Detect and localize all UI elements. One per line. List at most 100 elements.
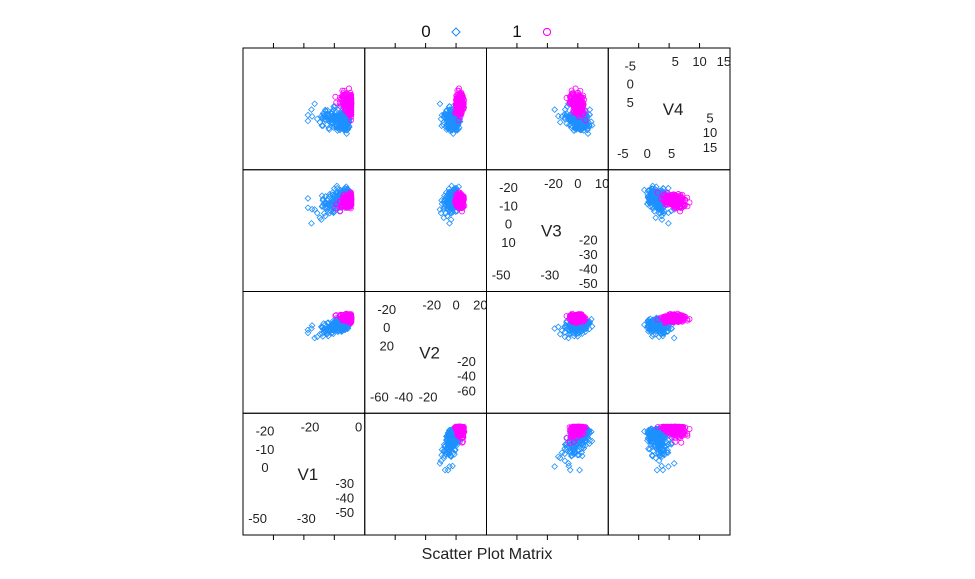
data-point-class-0 xyxy=(448,120,455,128)
data-point-class-1 xyxy=(347,117,354,124)
data-point-class-0 xyxy=(652,183,660,191)
tick-label: 5 xyxy=(706,111,713,126)
data-point-class-1 xyxy=(333,99,340,106)
data-point-class-0 xyxy=(330,319,338,327)
data-point-class-0 xyxy=(318,203,326,210)
data-point-class-1 xyxy=(337,94,344,101)
data-point-class-0 xyxy=(584,130,592,137)
data-point-class-0 xyxy=(325,124,333,132)
data-point-class-0 xyxy=(568,122,575,129)
tick-label: -20 xyxy=(457,354,476,369)
data-point-class-0 xyxy=(304,117,312,125)
data-point-class-1 xyxy=(458,208,465,215)
data-point-class-0 xyxy=(587,118,595,126)
panel-frame xyxy=(364,412,487,536)
data-point-class-0 xyxy=(324,324,331,332)
data-point-class-1 xyxy=(347,96,354,103)
data-point-class-0 xyxy=(644,200,651,208)
tick-label: 0 xyxy=(452,298,459,313)
data-point-class-1 xyxy=(340,203,347,210)
tick-label: 20 xyxy=(473,298,487,313)
data-point-class-1 xyxy=(456,101,463,108)
data-point-class-0 xyxy=(339,114,347,122)
data-point-class-0 xyxy=(448,189,455,197)
data-point-class-0 xyxy=(322,212,329,220)
tick-label: 10 xyxy=(595,176,609,191)
data-point-class-0 xyxy=(447,116,455,124)
data-point-class-0 xyxy=(330,112,338,119)
data-point-class-0 xyxy=(308,205,316,213)
data-point-class-0 xyxy=(344,124,352,132)
data-point-class-0 xyxy=(644,187,652,194)
data-point-class-0 xyxy=(448,126,456,134)
tick-label: -20 xyxy=(579,232,598,247)
data-point-class-0 xyxy=(558,113,566,120)
data-point-class-0 xyxy=(311,100,318,108)
data-point-class-0 xyxy=(449,189,456,197)
data-point-class-0 xyxy=(580,126,588,134)
data-point-class-1 xyxy=(332,205,339,212)
panel-r1-c1 xyxy=(364,169,487,292)
panel-frame xyxy=(486,291,609,414)
data-point-class-1 xyxy=(453,96,460,103)
data-point-class-1 xyxy=(573,101,580,108)
data-point-class-0 xyxy=(321,106,329,114)
data-point-class-1 xyxy=(341,91,348,98)
panel-frame xyxy=(364,169,487,292)
panel-r2-c3 xyxy=(607,291,731,414)
panel-frame xyxy=(242,291,366,414)
tick-label: 10 xyxy=(703,125,717,140)
tick-label: 0 xyxy=(505,217,512,232)
tick-label: 0 xyxy=(574,176,581,191)
tick-label: -40 xyxy=(579,262,598,277)
data-point-class-0 xyxy=(308,106,315,113)
data-point-class-0 xyxy=(304,329,312,337)
panel-frame xyxy=(364,47,487,171)
tick-label: -50 xyxy=(335,505,354,520)
data-point-class-0 xyxy=(330,185,338,192)
data-point-class-1 xyxy=(569,91,576,98)
data-point-class-0 xyxy=(445,124,452,131)
data-point-class-0 xyxy=(664,184,672,192)
data-point-class-0 xyxy=(337,111,344,118)
data-point-class-0 xyxy=(443,212,451,220)
tick-label: -50 xyxy=(579,276,598,291)
data-point-class-1 xyxy=(456,198,463,205)
panel-r0-c0 xyxy=(242,47,366,171)
data-point-class-0 xyxy=(329,197,336,205)
tick-label: 5 xyxy=(668,146,675,161)
data-point-class-0 xyxy=(321,115,329,123)
data-point-class-1 xyxy=(346,85,353,92)
data-point-class-0 xyxy=(330,321,338,329)
data-point-class-0 xyxy=(334,123,342,131)
data-point-class-0 xyxy=(438,111,446,119)
data-point-class-0 xyxy=(658,212,665,220)
panel-r0-c2 xyxy=(486,47,609,171)
data-point-class-0 xyxy=(445,110,453,117)
legend-label-1: 1 xyxy=(512,22,521,41)
panel-frame xyxy=(607,291,731,414)
tick-label: -50 xyxy=(492,268,511,283)
data-point-class-0 xyxy=(343,126,351,134)
data-point-class-0 xyxy=(318,122,326,129)
tick-label: 5 xyxy=(627,95,634,110)
data-point-class-1 xyxy=(344,196,351,203)
data-point-class-0 xyxy=(652,214,660,222)
tick-label: -50 xyxy=(248,511,267,526)
legend-label-0: 0 xyxy=(421,22,430,41)
data-point-class-1 xyxy=(347,101,354,108)
data-point-class-0 xyxy=(316,214,324,222)
data-point-class-0 xyxy=(645,195,653,203)
tick-label: -20 xyxy=(301,419,320,434)
data-point-class-0 xyxy=(335,327,343,335)
panel-r3-c1 xyxy=(364,412,487,536)
tick-label: 15 xyxy=(703,140,717,155)
data-point-class-0 xyxy=(330,122,338,130)
tick-label: -30 xyxy=(579,247,598,262)
legend-marker-1 xyxy=(542,27,552,37)
tick-label: 0 xyxy=(383,320,390,335)
data-point-class-0 xyxy=(324,203,331,211)
